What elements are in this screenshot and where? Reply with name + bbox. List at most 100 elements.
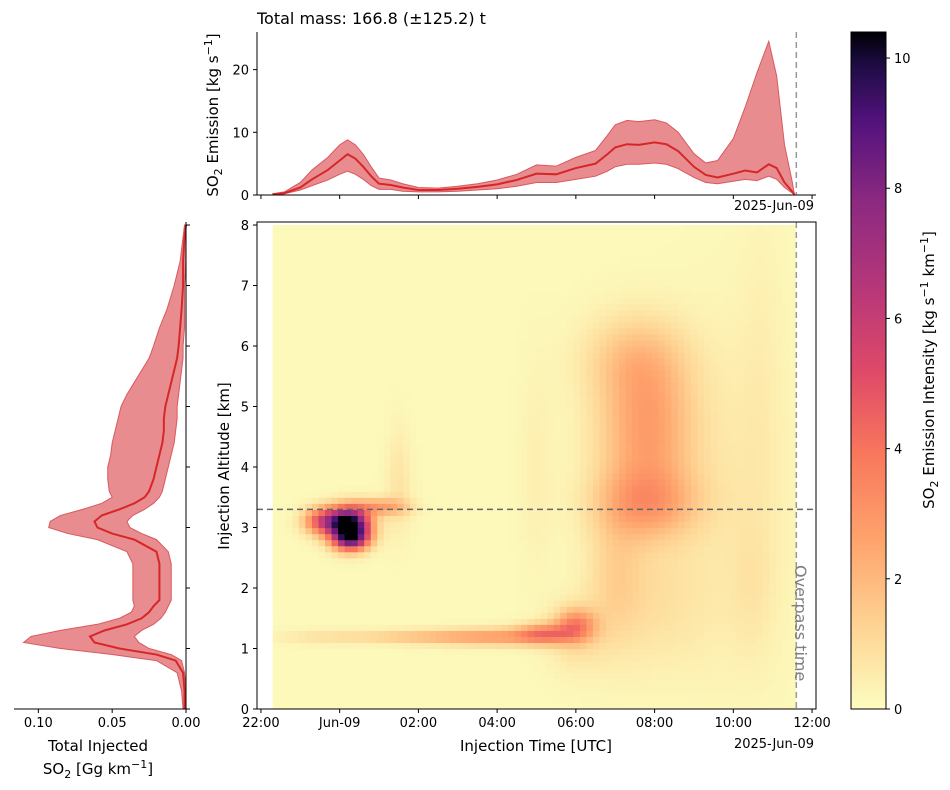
heatmap-cell (357, 654, 365, 662)
heatmap-cell (592, 261, 601, 268)
heatmap-cell (344, 291, 352, 299)
heatmap-cell (396, 551, 405, 559)
heatmap-cell (579, 261, 588, 268)
heatmap-cell (507, 267, 516, 275)
heatmap-cell (442, 303, 450, 311)
heatmap-cell (416, 702, 424, 710)
heatmap-cell (619, 606, 627, 613)
heatmap-cell (671, 660, 679, 668)
heatmap-cell (494, 545, 503, 553)
heatmap-cell (279, 225, 287, 232)
heatmap-cell (501, 666, 509, 674)
heatmap-cell (383, 473, 391, 480)
heatmap-cell (540, 394, 548, 402)
heatmap-cell (429, 261, 437, 268)
heatmap-cell (272, 364, 280, 371)
heatmap-cell (416, 321, 424, 329)
heatmap-cell (494, 563, 503, 571)
heatmap-cell (606, 376, 614, 383)
heatmap-cell (462, 581, 470, 589)
heatmap-cell (671, 648, 679, 656)
heatmap-cell (331, 261, 339, 268)
heatmap-cell (364, 339, 372, 347)
heatmap-cell (377, 636, 385, 644)
heatmap-cell (403, 503, 411, 510)
heatmap-cell (592, 291, 601, 299)
heatmap-cell (318, 436, 326, 444)
heatmap-cell (475, 672, 483, 680)
heatmap-cell (403, 339, 411, 347)
heatmap-cell (377, 497, 385, 504)
heatmap-cell (325, 545, 333, 553)
heatmap-cell (396, 575, 405, 583)
heatmap-cell (423, 624, 431, 631)
heatmap-cell (501, 594, 509, 601)
heatmap-cell (599, 606, 607, 613)
heatmap-cell (423, 255, 431, 262)
heatmap-cell (560, 364, 568, 371)
heatmap-cell (501, 521, 509, 529)
heatmap-cell (390, 509, 398, 517)
heatmap-cell (318, 406, 326, 414)
heatmap-cell (396, 672, 405, 680)
heatmap-cell (606, 636, 614, 644)
heatmap-cell (507, 225, 516, 232)
heatmap-cell (318, 479, 326, 486)
heatmap-cell (612, 243, 620, 250)
heatmap-cell (468, 497, 476, 504)
heatmap-cell (606, 527, 614, 535)
heatmap-cell (560, 394, 568, 402)
heatmap-cell (592, 243, 601, 250)
heatmap-cell (331, 569, 339, 577)
heatmap-cell (586, 394, 594, 402)
heatmap-cell (351, 672, 359, 680)
heatmap-cell (279, 327, 287, 335)
heatmap-cell (423, 315, 431, 323)
heatmap-cell (370, 533, 378, 541)
heatmap-cell (514, 630, 522, 638)
heatmap-cell (390, 485, 398, 492)
heatmap-cell (396, 497, 405, 504)
heatmap-cell (625, 255, 633, 262)
heatmap-cell (612, 588, 620, 595)
heatmap-cell (325, 630, 333, 638)
heatmap-cell (658, 533, 666, 541)
heatmap-cell (632, 339, 640, 347)
heatmap-cell (625, 400, 633, 408)
heatmap-cell (455, 678, 463, 686)
heatmap-cell (553, 382, 561, 389)
heatmap-cell (579, 285, 588, 293)
heatmap-cell (619, 430, 627, 438)
heatmap-cell (403, 327, 411, 335)
heatmap-cell (579, 473, 588, 480)
heatmap-cell (475, 309, 483, 317)
heatmap-cell (560, 315, 568, 323)
heatmap-cell (272, 678, 280, 686)
heatmap-cell (547, 249, 555, 256)
heatmap-cell (645, 557, 653, 565)
heatmap-cell (318, 273, 326, 281)
heatmap-cell (488, 612, 496, 619)
heatmap-cell (625, 485, 633, 492)
heatmap-cell (377, 436, 385, 444)
heatmap-cell (455, 491, 463, 498)
heatmap-cell (285, 575, 293, 583)
heatmap-cell (285, 400, 293, 408)
heatmap-cell (645, 267, 653, 275)
heatmap-cell (592, 430, 601, 438)
heatmap-cell (599, 467, 607, 474)
heatmap-cell (455, 339, 463, 347)
heatmap-cell (311, 479, 320, 486)
heatmap-cell (645, 285, 653, 293)
heatmap-cell (423, 448, 431, 456)
heatmap-cell (272, 412, 280, 420)
heatmap-cell (671, 285, 679, 293)
heatmap-cell (645, 327, 653, 335)
heatmap-cell (455, 648, 463, 656)
heatmap-cell (396, 309, 405, 317)
heatmap-cell (625, 333, 633, 341)
heatmap-cell (305, 454, 313, 462)
heatmap-cell (370, 376, 378, 383)
heatmap-cell (566, 600, 574, 607)
heatmap-cell (573, 339, 581, 347)
